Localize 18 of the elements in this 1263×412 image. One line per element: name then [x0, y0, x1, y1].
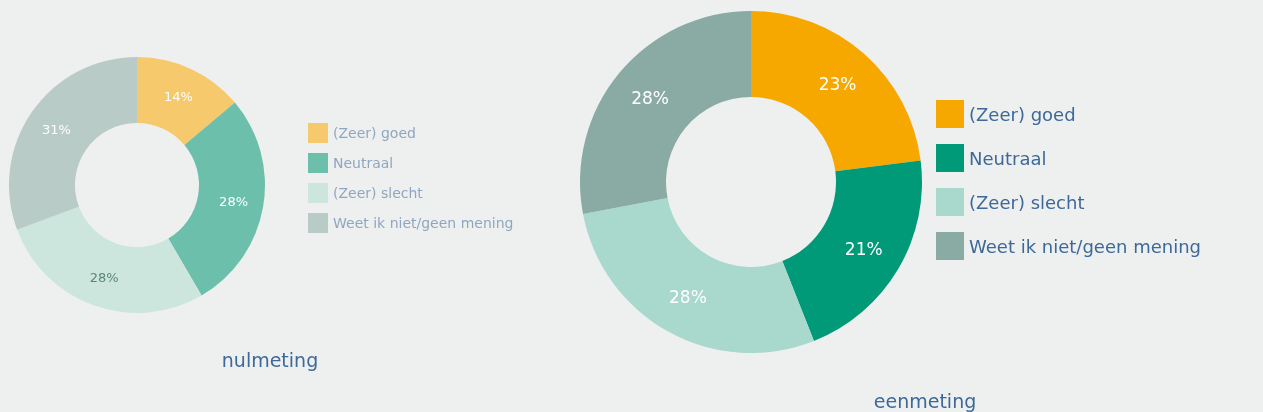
legend-label: (Zeer) goed	[333, 125, 416, 141]
legend-label: Neutraal	[333, 155, 394, 171]
legend-label: (Zeer) goed	[969, 103, 1076, 125]
data-label: 14%	[163, 88, 193, 104]
data-label: 28%	[219, 194, 249, 210]
data-label: 28%	[631, 88, 669, 109]
data-label: 28%	[668, 286, 707, 307]
data-label: 31%	[42, 121, 71, 137]
text: eenmeting	[873, 390, 977, 412]
legend-label: Weet ik niet/geen mening	[333, 215, 514, 231]
data-label: 23%	[818, 73, 857, 94]
legend-label: Weet ik niet/geen mening	[969, 235, 1201, 257]
legend-label: Neutraal	[969, 147, 1047, 169]
data-label: 28%	[89, 269, 119, 285]
legend-label: (Zeer) slecht	[333, 185, 424, 201]
legend-label: (Zeer) slecht	[969, 191, 1085, 213]
text: nulmeting	[221, 349, 319, 371]
data-label: 21%	[844, 238, 883, 259]
